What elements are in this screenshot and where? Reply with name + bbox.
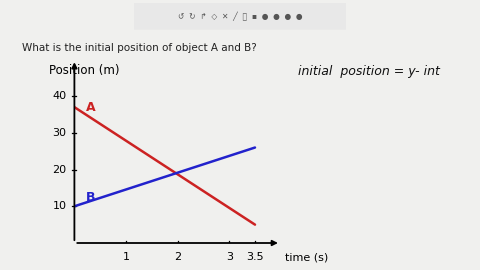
Text: B: B bbox=[86, 191, 95, 204]
Text: time (s): time (s) bbox=[285, 252, 328, 262]
Text: Position (m): Position (m) bbox=[48, 64, 119, 77]
FancyBboxPatch shape bbox=[126, 3, 354, 30]
Text: What is the initial position of object A and B?: What is the initial position of object A… bbox=[22, 43, 256, 53]
Text: 40: 40 bbox=[52, 91, 67, 101]
Text: 3: 3 bbox=[226, 252, 233, 262]
Text: 3.5: 3.5 bbox=[246, 252, 264, 262]
Text: initial  position = y- int: initial position = y- int bbox=[298, 65, 440, 78]
Text: ↺  ↻  ↱  ◇  ✕  ╱  ⬜  ▪  ●  ●  ●  ●: ↺ ↻ ↱ ◇ ✕ ╱ ⬜ ▪ ● ● ● ● bbox=[178, 12, 302, 21]
Text: A: A bbox=[86, 101, 96, 114]
Text: 1: 1 bbox=[122, 252, 130, 262]
Text: 30: 30 bbox=[53, 128, 67, 138]
Text: 10: 10 bbox=[53, 201, 67, 211]
Text: 2: 2 bbox=[174, 252, 181, 262]
Text: 20: 20 bbox=[52, 164, 67, 175]
